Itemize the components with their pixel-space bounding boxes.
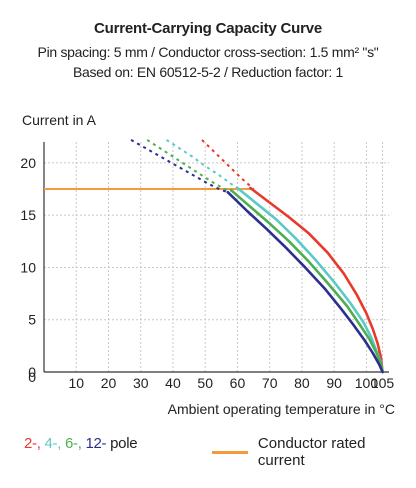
- chart-title: Current-Carrying Capacity Curve: [93, 20, 323, 37]
- x-tick-label-0: 0: [28, 369, 36, 385]
- x-tick-label-80: 80: [294, 375, 310, 391]
- series-12-pole-line: [226, 190, 384, 374]
- y-axis-label: Current in A: [22, 112, 97, 128]
- series-4-pole-dashed: [165, 139, 239, 189]
- x-tick-label-90: 90: [326, 375, 342, 391]
- x-tick-label-100: 100: [355, 375, 379, 391]
- series-2-pole-line: [249, 186, 384, 374]
- rated-current-swatch: [212, 450, 248, 454]
- x-tick-label-30: 30: [133, 375, 149, 391]
- x-tick-label-20: 20: [101, 375, 117, 391]
- series-6-pole-line: [229, 188, 384, 374]
- rated-current-label: Conductor rated current: [257, 435, 366, 469]
- pole-legend: 2-, 4-, 6-, 12- pole: [24, 435, 138, 452]
- x-axis-label: Ambient operating temperature in °C: [168, 401, 395, 417]
- series-12-pole-dashed: [130, 139, 229, 194]
- chart-subtitle-standard: Based on: EN 60512-5-2 / Reduction facto…: [72, 64, 344, 80]
- y-tick-label-10: 10: [20, 259, 36, 275]
- legend-12-pole: 12-: [85, 435, 107, 452]
- y-tick-label-20: 20: [20, 155, 36, 171]
- legend-2-pole: 2-,: [24, 435, 41, 452]
- series-6-pole-dashed: [146, 139, 232, 193]
- x-tick-label-50: 50: [197, 375, 213, 391]
- chart-subtitle-pin-spacing: Pin spacing: 5 mm / Conductor cross-sect…: [37, 44, 379, 60]
- legend-pole-suffix: pole: [110, 435, 138, 452]
- legend-6-pole: 6-,: [64, 435, 82, 452]
- legend-4-pole: 4-,: [44, 435, 62, 452]
- y-tick-label-5: 5: [28, 312, 36, 328]
- x-tick-label-105: 105: [371, 375, 395, 391]
- series-2-pole-dashed: [201, 139, 255, 190]
- x-tick-label-60: 60: [230, 375, 246, 391]
- x-tick-label-40: 40: [165, 375, 181, 391]
- x-tick-label-70: 70: [262, 375, 278, 391]
- y-tick-label-0: 0: [28, 364, 36, 380]
- y-tick-label-15: 15: [20, 207, 36, 223]
- x-tick-label-10: 10: [68, 375, 84, 391]
- rated-current-legend: Conductor rated current: [212, 435, 416, 469]
